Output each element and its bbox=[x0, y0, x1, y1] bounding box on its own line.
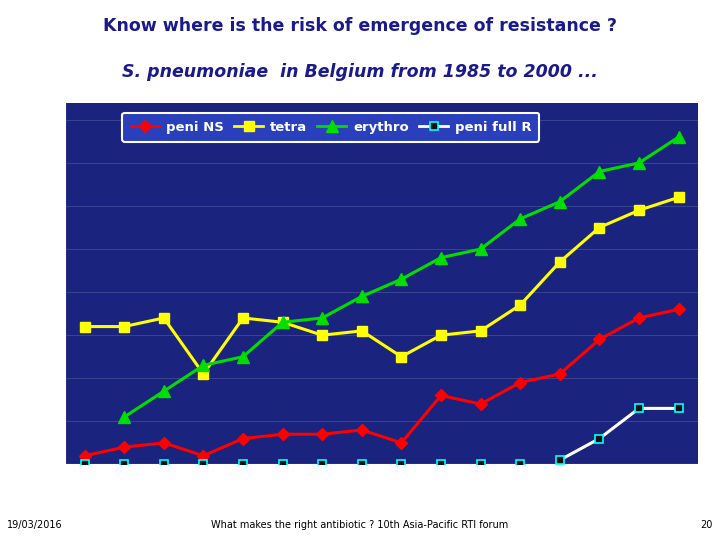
Y-axis label: percentage: percentage bbox=[15, 239, 29, 328]
Text: 20: 20 bbox=[701, 520, 713, 530]
Text: Know where is the risk of emergence of resistance ?: Know where is the risk of emergence of r… bbox=[103, 17, 617, 35]
Text: What makes the right antibiotic ? 10th Asia-Pacific RTI forum: What makes the right antibiotic ? 10th A… bbox=[212, 520, 508, 530]
Legend: peni NS, tetra, erythro, peni full R: peni NS, tetra, erythro, peni full R bbox=[122, 113, 539, 141]
Text: S. pneumoniae  in Belgium from 1985 to 2000 ...: S. pneumoniae in Belgium from 1985 to 20… bbox=[122, 63, 598, 80]
X-axis label: year: year bbox=[361, 495, 402, 513]
Text: 19/03/2016: 19/03/2016 bbox=[7, 520, 63, 530]
